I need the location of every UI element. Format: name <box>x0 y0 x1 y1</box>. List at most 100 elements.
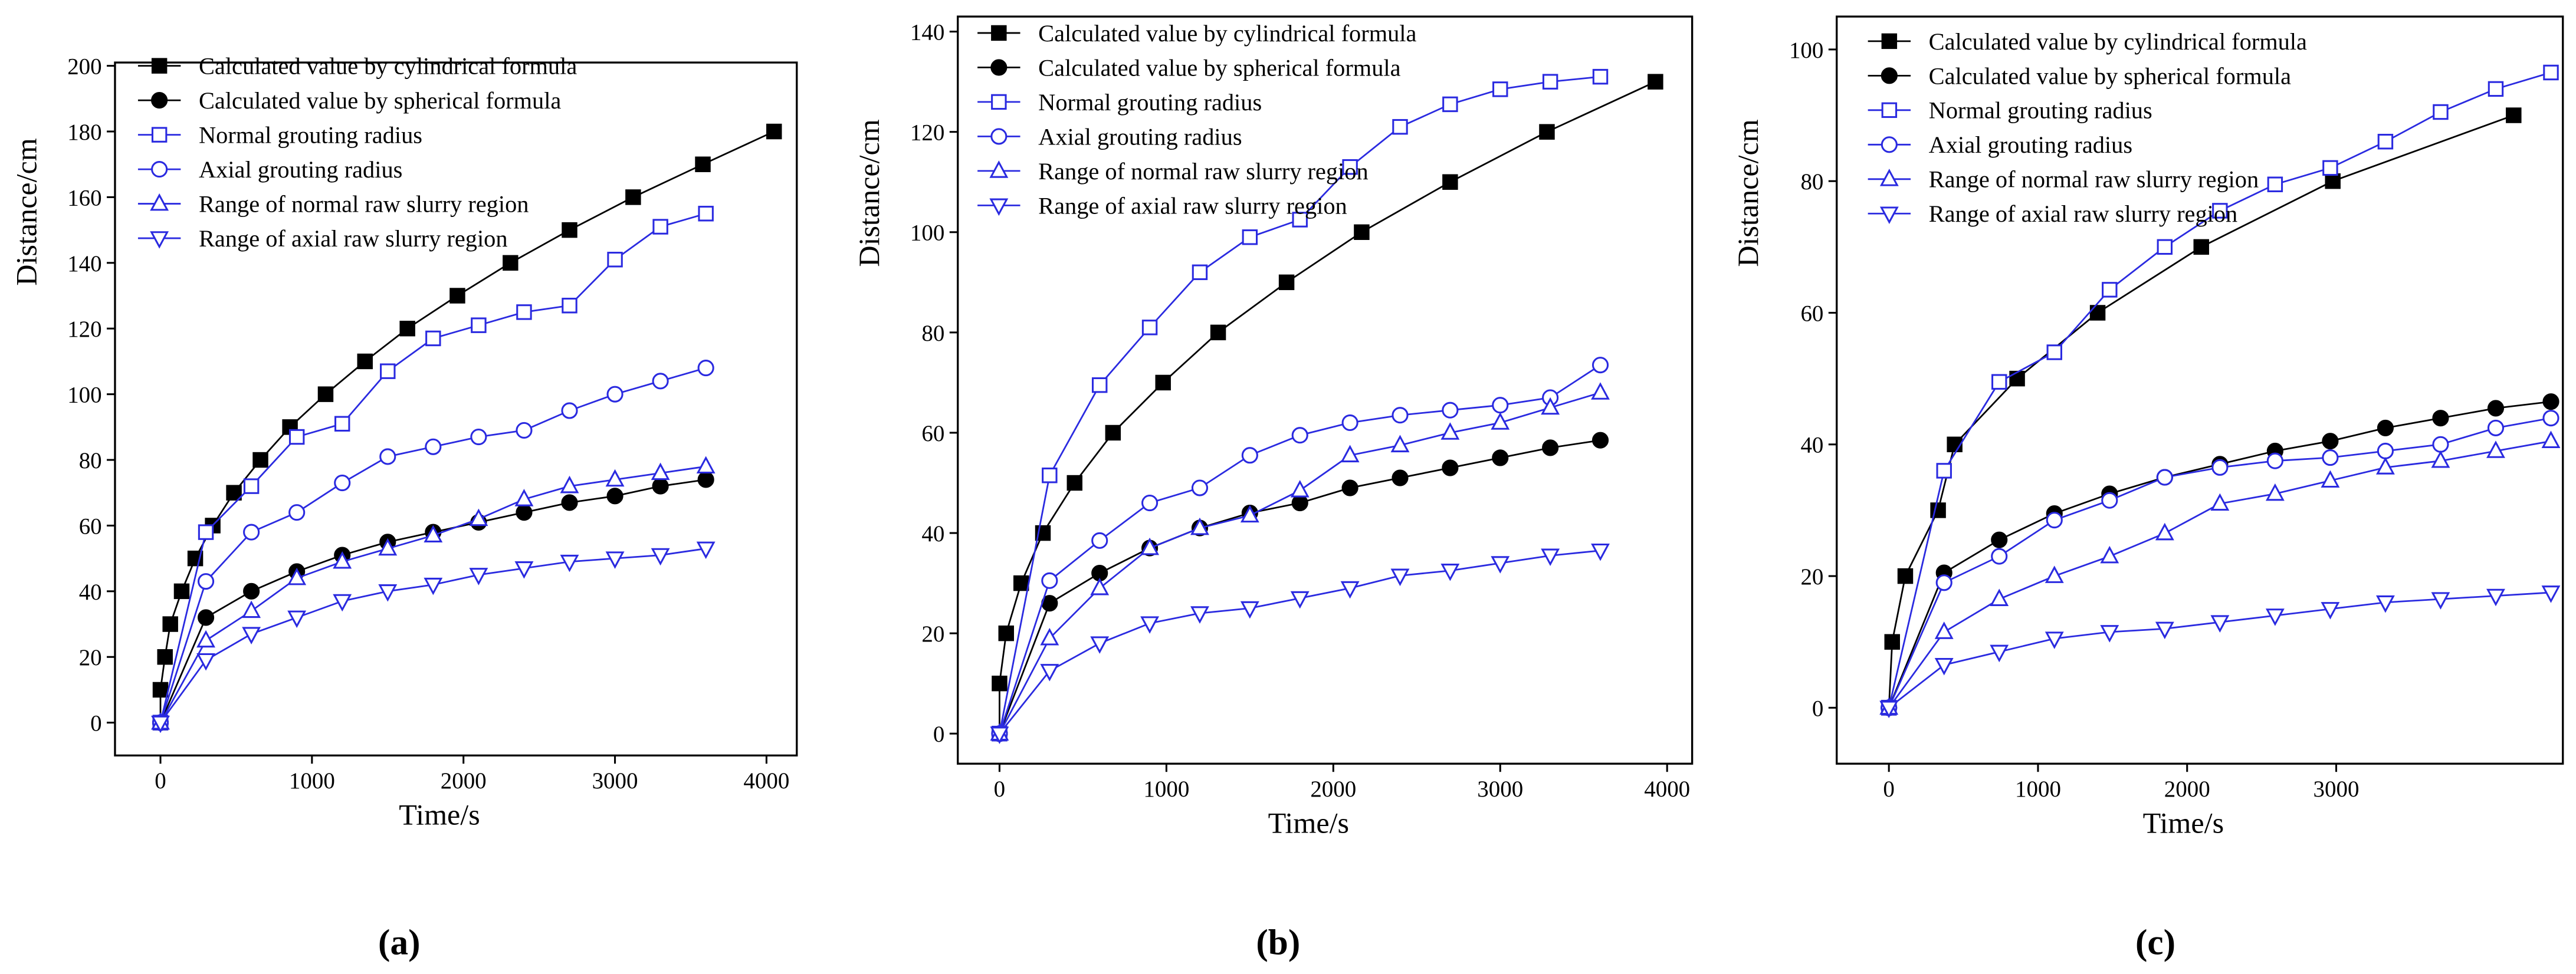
marker <box>2046 512 2063 529</box>
y-tick-label: 0 <box>933 722 944 747</box>
marker <box>2089 305 2106 321</box>
y-tick-label: 80 <box>921 321 944 346</box>
marker <box>2487 419 2505 436</box>
y-tick-label: 20 <box>921 621 944 647</box>
y-tick-label: 40 <box>1800 433 1823 458</box>
marker <box>2432 436 2449 453</box>
marker <box>1091 532 1108 549</box>
legend-marker <box>1881 102 1898 119</box>
marker <box>1191 479 1209 496</box>
marker <box>2542 410 2559 427</box>
marker <box>243 583 260 600</box>
marker <box>1884 634 1900 650</box>
legend-label: Calculated value by spherical formula <box>1038 54 1400 81</box>
marker <box>334 416 350 432</box>
marker <box>1278 274 1295 291</box>
marker <box>242 600 261 618</box>
series-line <box>1888 400 2551 708</box>
marker <box>1936 463 1952 479</box>
y-tick-label: 80 <box>1800 169 1823 195</box>
marker <box>2375 595 2395 613</box>
marker <box>606 386 624 403</box>
marker <box>990 726 1009 744</box>
marker <box>1292 212 1308 228</box>
marker <box>1934 621 1954 639</box>
marker <box>1541 548 1560 567</box>
marker <box>2487 400 2505 417</box>
marker <box>2212 203 2228 219</box>
legend-label: Normal grouting radius <box>199 122 422 149</box>
marker <box>1935 574 1952 591</box>
y-tick-label: 20 <box>79 645 102 670</box>
marker <box>1392 407 1409 424</box>
marker <box>2157 239 2173 255</box>
marker <box>1390 435 1410 453</box>
legend-marker <box>150 231 169 249</box>
x-tick-label: 3000 <box>592 768 638 794</box>
marker <box>1442 174 1458 190</box>
y-tick-label: 20 <box>1800 564 1823 590</box>
legend-label: Axial grouting radius <box>199 156 402 183</box>
marker <box>696 541 716 560</box>
marker <box>651 548 670 566</box>
marker <box>2541 585 2561 603</box>
y-tick-label: 120 <box>67 317 101 342</box>
marker <box>1591 432 1609 449</box>
marker <box>1240 505 1259 523</box>
marker <box>196 653 215 671</box>
y-tick-label: 60 <box>79 514 102 539</box>
marker <box>516 422 533 439</box>
marker <box>1991 548 2008 565</box>
marker <box>1090 577 1110 595</box>
marker <box>1442 402 1459 419</box>
marker <box>1648 74 1663 90</box>
marker <box>197 573 215 590</box>
marker <box>1442 96 1458 113</box>
marker <box>2045 565 2064 583</box>
marker <box>288 504 306 521</box>
marker <box>1990 588 2009 607</box>
x-axis-title: Time/s <box>2143 806 2224 839</box>
marker <box>516 304 532 320</box>
marker <box>516 504 533 521</box>
marker <box>605 551 625 569</box>
legend-label: Range of normal raw slurry region <box>1929 166 2259 193</box>
legend-label: Range of axial raw slurry region <box>199 225 508 252</box>
marker <box>2431 450 2450 468</box>
marker <box>449 288 465 304</box>
marker <box>503 255 519 271</box>
x-tick-label: 3000 <box>2314 776 2360 802</box>
marker <box>696 456 716 474</box>
marker <box>226 485 242 501</box>
legend-marker <box>1881 67 1898 84</box>
marker <box>1091 377 1108 393</box>
marker <box>2101 492 2118 509</box>
marker <box>2375 457 2395 475</box>
marker <box>1340 445 1360 463</box>
legend-label: Range of normal raw slurry region <box>1038 158 1368 185</box>
y-tick-label: 40 <box>79 580 102 605</box>
legend-label: Range of normal raw slurry region <box>199 190 529 217</box>
marker <box>1341 479 1358 496</box>
marker <box>2193 239 2209 255</box>
marker <box>1210 324 1226 341</box>
series-line <box>999 81 1656 734</box>
marker <box>1042 468 1058 483</box>
marker <box>2210 615 2230 633</box>
marker <box>1241 447 1258 464</box>
series-line <box>159 212 707 723</box>
marker <box>1879 700 1899 719</box>
marker <box>469 568 488 585</box>
marker <box>1190 606 1209 624</box>
marker <box>287 610 307 629</box>
legend-label: Axial grouting radius <box>1038 123 1242 150</box>
legend-label: Axial grouting radius <box>1929 131 2132 158</box>
legend-marker <box>151 58 168 74</box>
x-tick-label: 3000 <box>1477 776 1523 802</box>
marker <box>378 538 398 556</box>
legend-label: Normal grouting radius <box>1038 89 1262 116</box>
series-line <box>1888 591 2551 709</box>
marker <box>2265 483 2285 501</box>
marker <box>2321 470 2340 488</box>
marker <box>243 524 260 541</box>
